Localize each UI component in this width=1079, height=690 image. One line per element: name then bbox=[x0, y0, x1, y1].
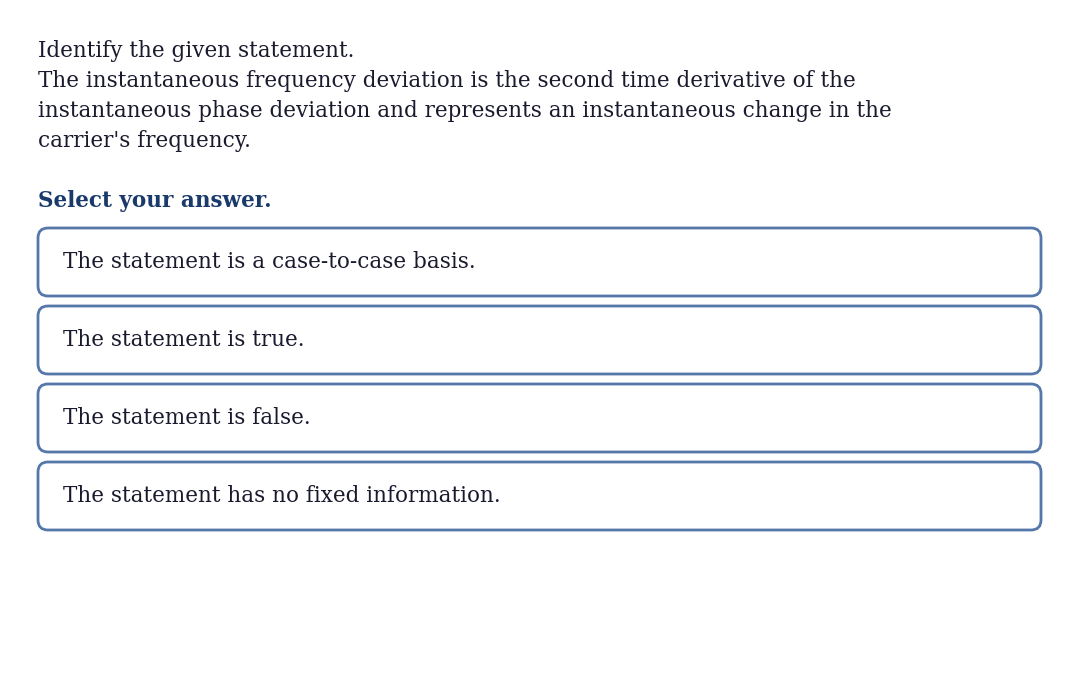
Text: The instantaneous frequency deviation is the second time derivative of the: The instantaneous frequency deviation is… bbox=[38, 70, 856, 92]
Text: The statement is true.: The statement is true. bbox=[63, 329, 304, 351]
FancyBboxPatch shape bbox=[38, 384, 1041, 452]
Text: Identify the given statement.: Identify the given statement. bbox=[38, 40, 354, 62]
FancyBboxPatch shape bbox=[38, 228, 1041, 296]
FancyBboxPatch shape bbox=[38, 462, 1041, 530]
Text: The statement is a case-to-case basis.: The statement is a case-to-case basis. bbox=[63, 251, 476, 273]
Text: Select your answer.: Select your answer. bbox=[38, 190, 272, 212]
Text: carrier's frequency.: carrier's frequency. bbox=[38, 130, 251, 152]
Text: The statement is false.: The statement is false. bbox=[63, 407, 311, 429]
Text: The statement has no fixed information.: The statement has no fixed information. bbox=[63, 485, 501, 507]
FancyBboxPatch shape bbox=[38, 306, 1041, 374]
Text: instantaneous phase deviation and represents an instantaneous change in the: instantaneous phase deviation and repres… bbox=[38, 100, 891, 122]
